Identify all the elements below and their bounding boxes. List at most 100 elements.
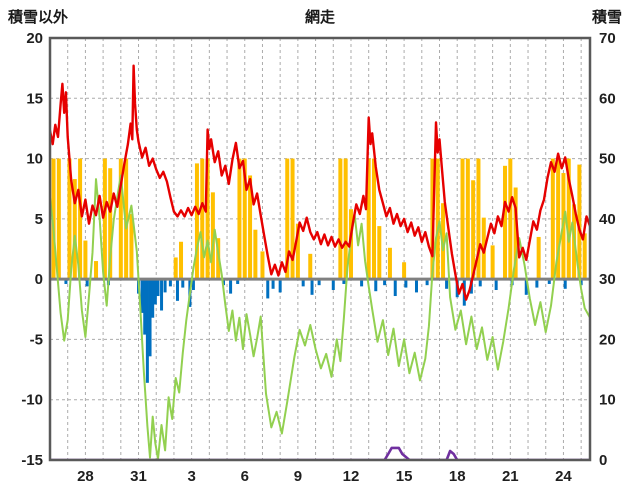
orange-bars (94, 261, 99, 280)
left-axis-tick: 15 (26, 90, 43, 107)
blue-bars (191, 279, 195, 290)
blue-bars (404, 279, 408, 288)
plot-area (49, 38, 591, 461)
orange-bars (366, 158, 371, 280)
blue-bars (301, 279, 305, 287)
blue-bars (360, 279, 364, 287)
blue-bars (425, 279, 429, 286)
blue-bars (143, 279, 147, 335)
green-line (49, 174, 591, 460)
orange-bars (556, 158, 561, 280)
orange-bars (194, 163, 199, 280)
orange-bars (387, 247, 392, 280)
blue-bars (524, 279, 528, 295)
chart-title: 網走 (304, 9, 336, 26)
left-axis-tick: -15 (21, 452, 43, 469)
orange-bars (338, 158, 343, 280)
blue-bars (160, 279, 164, 311)
x-axis-tick: 28 (77, 468, 94, 485)
orange-bars (476, 158, 481, 280)
left-axis-tick: 20 (26, 30, 43, 47)
blue-bars (383, 279, 387, 286)
blue-bars (163, 279, 167, 293)
orange-bars (372, 158, 376, 280)
blue-bars (271, 279, 275, 289)
orange-bars (51, 158, 56, 280)
left-axis-title: 積雪以外 (8, 9, 69, 26)
orange-bars (460, 158, 465, 280)
blue-bars (168, 279, 172, 287)
orange-bars (237, 158, 242, 280)
orange-bars (465, 158, 470, 280)
orange-bars (290, 158, 295, 280)
blue-bars (236, 279, 240, 284)
blue-bars (156, 279, 160, 297)
blue-bars (85, 279, 89, 287)
orange-bars (83, 240, 88, 280)
x-axis-tick: 9 (294, 468, 302, 485)
blue-bars (310, 279, 314, 295)
blue-bars (64, 279, 68, 284)
red-line (49, 64, 591, 301)
orange-bars (173, 257, 178, 280)
orange-bars (56, 158, 61, 280)
x-axis-tick: 21 (502, 468, 519, 485)
right-axis-tick: 50 (599, 151, 616, 168)
right-axis-tick: 30 (599, 271, 616, 288)
right-axis-title: 積雪 (591, 9, 622, 26)
orange-bars (118, 158, 123, 280)
orange-bars (377, 226, 382, 280)
left-axis-tick: 5 (35, 211, 43, 228)
orange-bars (67, 158, 72, 280)
orange-bars (285, 158, 290, 280)
orange-bars (566, 158, 571, 280)
blue-bars (478, 279, 482, 287)
blue-bars (151, 279, 155, 318)
x-axis-tick: 6 (241, 468, 249, 485)
blue-bars (175, 279, 179, 301)
orange-bars (582, 233, 587, 280)
orange-bars (550, 158, 555, 280)
blue-bars (278, 279, 282, 293)
x-axis-tick: 24 (555, 468, 572, 485)
blue-bars (414, 279, 418, 293)
x-axis-tick: 31 (130, 468, 147, 485)
left-axis-tick: 0 (35, 271, 43, 288)
left-axis-tick: -5 (30, 331, 43, 348)
orange-bars (72, 179, 77, 280)
blue-bars (229, 279, 233, 294)
blue-bars (145, 279, 149, 383)
orange-bars (536, 236, 541, 280)
blue-bars (535, 279, 539, 288)
orange-bars (129, 214, 134, 280)
right-axis-tick: 0 (599, 452, 607, 469)
orange-bars (513, 187, 518, 280)
orange-bars (402, 262, 407, 280)
orange-bars (503, 165, 508, 280)
orange-bars (108, 168, 113, 280)
orange-bars (295, 223, 300, 280)
blue-bars (393, 279, 397, 297)
orange-bars (490, 245, 495, 280)
x-axis-tick: 12 (343, 468, 360, 485)
orange-bars (210, 192, 215, 280)
orange-bars (242, 158, 247, 280)
orange-bars (508, 158, 513, 280)
x-axis-tick: 15 (396, 468, 413, 485)
orange-bars (471, 180, 476, 280)
purple-snow-line (49, 446, 591, 461)
plot-border (48, 36, 592, 462)
left-axis-tick: -10 (21, 392, 43, 409)
blue-bars (374, 279, 378, 292)
blue-bars (148, 279, 152, 357)
orange-bars (441, 203, 446, 280)
blue-bars (317, 279, 321, 286)
blue-bars (547, 279, 551, 284)
blue-bars (579, 279, 583, 286)
blue-bars (445, 279, 449, 289)
blue-bars (181, 279, 185, 288)
right-axis-tick: 60 (599, 90, 616, 107)
right-axis-tick: 20 (599, 331, 616, 348)
